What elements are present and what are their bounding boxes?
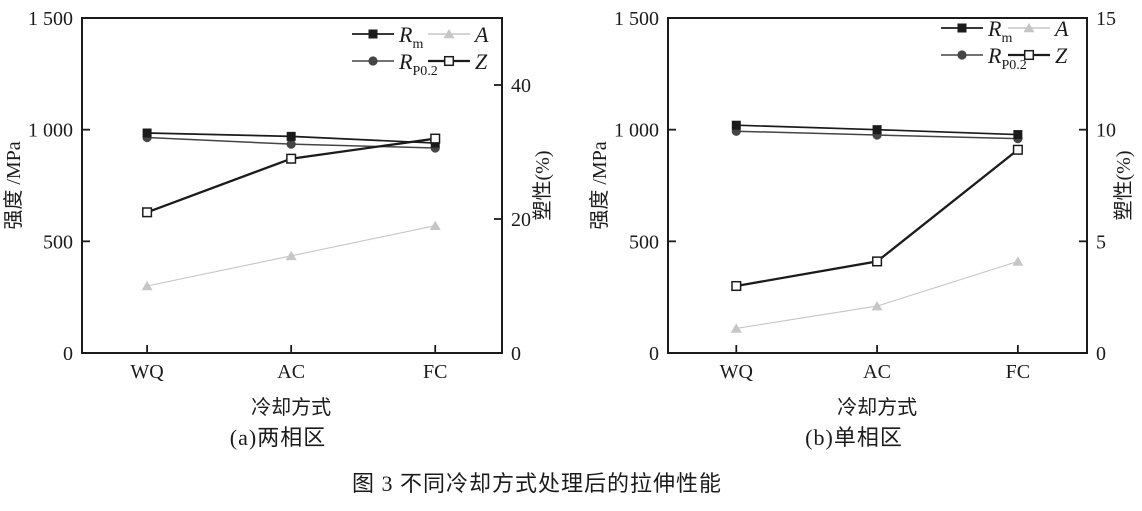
series-marker-A <box>1012 256 1024 266</box>
series-marker-Z <box>430 133 441 144</box>
legend-marker-Z <box>443 55 455 67</box>
left-y-tick-label: 1 000 <box>614 120 659 142</box>
series-marker-Z <box>872 256 883 267</box>
right-y-tick-label: 15 <box>1096 8 1116 30</box>
legend-label-Z: Z <box>1055 43 1068 68</box>
x-tick-label: FC <box>1006 361 1030 383</box>
left-y-tick-label: 0 <box>649 343 659 365</box>
series-marker-Rm <box>142 128 152 138</box>
legend-label-Rm: Rm <box>987 16 1012 46</box>
legend-marker-Rm <box>957 23 967 33</box>
x-axis-title: 冷却方式 <box>837 396 917 419</box>
legend-label-A: A <box>1053 16 1069 41</box>
series-marker-A <box>429 220 441 230</box>
series-marker-A <box>871 301 883 311</box>
legend-marker-Rm <box>368 29 378 39</box>
chart-a: 0 500 1 000 1 500 0 20 40 WQ AC FC 冷却方式 强度 /MPa 塑性(%… <box>2 8 554 450</box>
left-y-axis-title: 强度 /MPa <box>588 141 611 229</box>
left-y-tick-label: 1 000 <box>28 120 73 142</box>
right-y-axis-title: 塑性(%) <box>1112 151 1135 221</box>
legend-label-Rm: Rm <box>398 22 423 52</box>
left-y-tick-label: 0 <box>63 343 73 365</box>
series-marker-A <box>730 323 742 333</box>
chart-b: 0 500 1 000 1 500 0 5 10 15 WQ AC FC 冷却方式 强度 /MPa 塑性(… <box>588 8 1135 450</box>
series-marker-Z <box>1012 144 1023 155</box>
series-marker-Z <box>731 280 742 292</box>
left-y-axis-title: 强度 /MPa <box>2 141 25 229</box>
legend-marker-Z <box>1023 49 1035 61</box>
right-y-tick-label: 0 <box>1096 343 1106 365</box>
legend-marker-A <box>1023 23 1035 33</box>
series-marker-Rm <box>731 120 741 130</box>
right-y-tick-label: 10 <box>1096 120 1116 142</box>
x-tick-label: WQ <box>130 361 164 383</box>
legend-label-RP0.2: RP0.2 <box>398 49 438 79</box>
left-y-tick-label: 1 500 <box>614 8 659 30</box>
subfigure-label: (b)单相区 <box>805 425 903 450</box>
subfigure-label: (a)两相区 <box>230 425 326 450</box>
right-y-tick-label: 0 <box>511 343 521 365</box>
legend-label-Z: Z <box>475 49 488 74</box>
series-marker-Rm <box>286 131 296 141</box>
right-y-tick-label: 20 <box>511 209 531 231</box>
left-y-tick-label: 1 500 <box>28 8 73 30</box>
series-marker-Z <box>142 207 153 218</box>
series-marker-Rm <box>1013 130 1023 140</box>
legend-marker-A <box>443 29 455 39</box>
series-marker-A <box>285 250 297 261</box>
left-y-tick-label: 500 <box>43 231 73 253</box>
axes-box <box>81 17 503 354</box>
left-y-tick-label: 500 <box>629 231 659 253</box>
x-tick-label: AC <box>277 361 305 383</box>
legend-label-RP0.2: RP0.2 <box>987 43 1027 73</box>
series-line-A <box>736 260 1019 329</box>
legend-marker-RP0.2 <box>957 50 967 60</box>
x-tick-label: FC <box>423 361 447 383</box>
x-tick-label: AC <box>863 361 891 383</box>
series-marker-Z <box>286 153 297 164</box>
right-y-tick-label: 5 <box>1096 231 1106 253</box>
x-axis-title: 冷却方式 <box>251 396 331 419</box>
legend-marker-RP0.2 <box>368 56 378 66</box>
series-marker-RP0.2 <box>286 139 296 149</box>
series-marker-Rm <box>872 125 882 135</box>
series-line-Z <box>146 137 436 214</box>
figure-caption: 图 3 不同冷却方式处理后的拉伸性能 <box>351 471 722 496</box>
legend-label-A: A <box>473 22 489 47</box>
series-marker-A <box>141 281 153 291</box>
x-tick-label: WQ <box>720 361 754 383</box>
right-y-tick-label: 40 <box>511 75 531 97</box>
right-y-axis-title: 塑性(%) <box>531 151 554 221</box>
